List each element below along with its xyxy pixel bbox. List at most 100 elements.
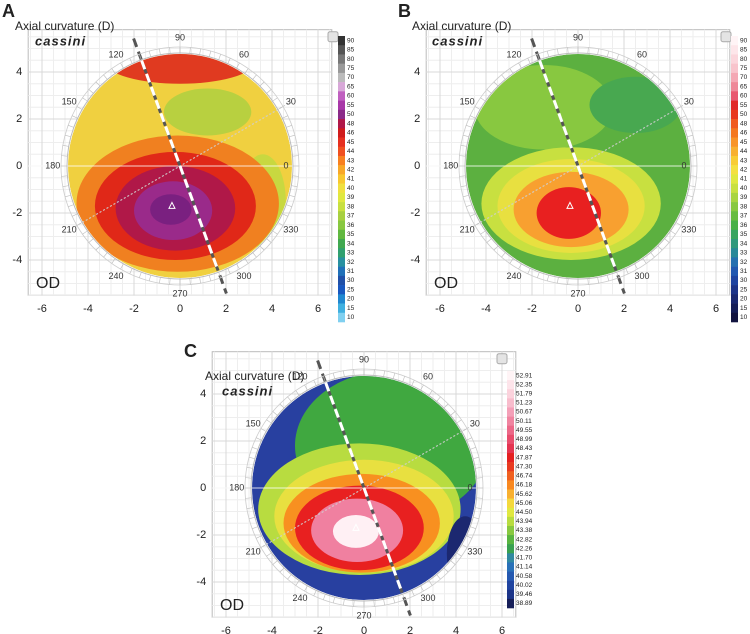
colorbar-swatch <box>507 525 514 536</box>
colorbar-swatch <box>338 183 345 194</box>
panel: -6 -4 -2 0 2 4 6-4-202490603003303002702402101… <box>398 1 748 323</box>
ring-tick <box>68 204 74 207</box>
colorbar-label: 52.35 <box>516 381 533 388</box>
angle-label: 240 <box>292 593 307 603</box>
colorbar-label: 39.46 <box>516 591 533 598</box>
ring-tick <box>392 372 396 379</box>
ring-tick <box>282 115 288 119</box>
colorbar-swatch <box>731 36 738 46</box>
ring-tick <box>111 258 116 264</box>
ring-tick <box>557 277 559 284</box>
ring-tick <box>546 275 550 282</box>
ring-tick <box>587 47 589 54</box>
ring-tick <box>266 419 272 424</box>
ring-tick <box>277 106 284 110</box>
ring-tick <box>557 48 559 55</box>
angle-label: 150 <box>246 418 261 428</box>
ring-tick <box>61 155 68 157</box>
ring-tick <box>260 544 267 548</box>
colorbar-label: 41.70 <box>516 555 533 562</box>
ring-tick <box>527 268 531 274</box>
steep-meridian <box>538 60 618 272</box>
colorbar-swatch <box>731 229 738 240</box>
angle-label: 210 <box>62 224 77 234</box>
ring-tick <box>689 145 696 147</box>
ring-tick <box>189 278 191 285</box>
colorbar-label: 70 <box>740 74 748 81</box>
ring-tick <box>72 213 78 217</box>
ring-tick <box>461 428 468 432</box>
colorbar-label: 48.43 <box>516 445 533 452</box>
colorbar-swatch <box>338 119 345 129</box>
ring-tick <box>518 263 522 270</box>
ring-tick <box>587 278 589 285</box>
colorbar-swatch <box>507 516 514 527</box>
ring-tick <box>272 411 278 416</box>
colorbar-label: 31 <box>740 268 748 275</box>
zoom-icon <box>720 31 732 43</box>
colorbar-swatch <box>507 589 514 600</box>
colorbar-label: 35 <box>740 231 748 238</box>
ring-tick <box>625 58 629 64</box>
colorbar-label: 42.82 <box>516 536 533 543</box>
angle-label: 270 <box>570 288 585 298</box>
x-tick-label: -2 <box>313 625 323 634</box>
colorbar-label: 60 <box>740 93 748 100</box>
map-zone <box>589 76 682 134</box>
ring-tick <box>690 175 697 177</box>
colorbar-swatch <box>731 275 738 286</box>
ring-tick <box>248 516 255 520</box>
y-tick-label: 2 <box>16 113 22 125</box>
ring-tick <box>95 245 101 251</box>
ring-tick <box>664 238 670 243</box>
colorbar-swatch <box>507 443 514 454</box>
ring-tick <box>260 428 267 432</box>
ring-tick <box>675 106 682 110</box>
ring-tick <box>245 477 252 479</box>
map-zone <box>536 187 601 239</box>
ring-tick <box>690 155 697 157</box>
ring-tick <box>272 97 278 102</box>
colorbar-swatch <box>507 462 514 472</box>
colorbar-swatch <box>338 137 345 148</box>
colorbar-label: 32 <box>740 259 748 266</box>
ring-tick <box>289 194 296 198</box>
x-tick-label: -6 <box>37 303 47 315</box>
ring-tick <box>248 456 255 460</box>
ring-tick <box>462 134 469 138</box>
x-tick-label: 4 <box>269 303 275 315</box>
colorbar-label: 15 <box>347 305 355 312</box>
colorbar-swatch <box>338 285 345 295</box>
ring-tick <box>470 447 476 450</box>
x-tick-label: 2 <box>223 303 229 315</box>
ring-tick <box>456 419 462 424</box>
colorbar-label: 55 <box>347 102 355 109</box>
colorbar-swatch <box>731 45 738 55</box>
ring-tick <box>606 50 610 57</box>
angle-label: 330 <box>681 224 696 234</box>
x-tick-label: -4 <box>481 303 491 315</box>
colorbar-swatch <box>731 312 738 323</box>
ring-tick <box>466 125 472 128</box>
colorbar-swatch <box>338 303 345 314</box>
ring-tick <box>411 380 415 386</box>
x-tick-label: -2 <box>527 303 537 315</box>
colorbar-swatch <box>507 407 514 417</box>
colorbar-swatch <box>338 45 345 55</box>
ring-tick <box>466 535 472 539</box>
ring-tick <box>509 258 514 264</box>
ring-tick <box>684 125 690 128</box>
ring-tick <box>343 370 345 377</box>
y-tick-label: -2 <box>196 529 206 541</box>
colorbar-swatch <box>338 72 345 83</box>
ring-tick <box>291 145 298 147</box>
ring-tick <box>373 369 375 376</box>
colorbar-swatch <box>338 174 345 184</box>
ring-tick <box>64 194 71 198</box>
colorbar-swatch <box>507 571 514 581</box>
colorbar-swatch <box>507 416 514 426</box>
y-tick-label: 2 <box>414 113 420 125</box>
colorbar-swatch <box>731 174 738 184</box>
colorbar-label: 40 <box>740 185 748 192</box>
ring-tick <box>461 544 468 548</box>
